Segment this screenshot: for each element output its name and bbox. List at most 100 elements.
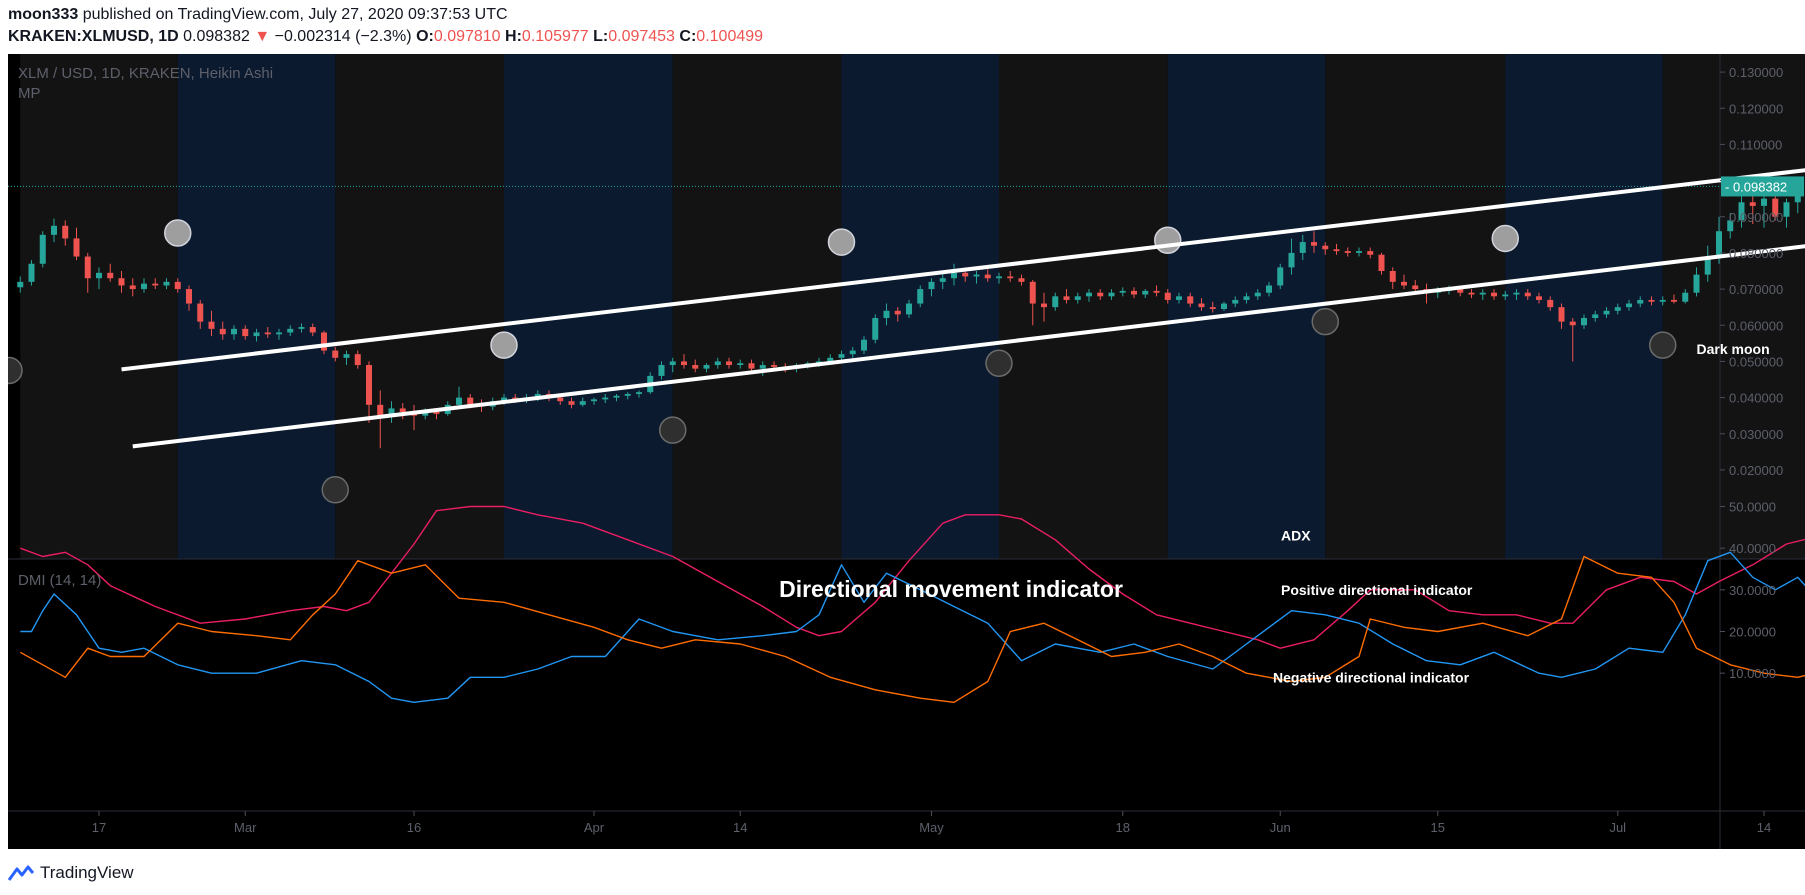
chart-area[interactable]: 0.020000 0.030000 0.040000 0.050000 0.060000… <box>0 54 1805 849</box>
candle-body <box>872 318 879 340</box>
candle-body <box>197 303 204 322</box>
candle <box>1637 296 1644 308</box>
candle-body <box>568 401 575 405</box>
dmi-tick-label: 50.0000 <box>1729 500 1776 515</box>
candle <box>1491 289 1497 300</box>
candle <box>1547 296 1554 311</box>
candle <box>62 220 69 246</box>
dmi-axis[interactable]: 10.0000 20.0000 30.0000 40.0000 50.0000 <box>1720 500 1776 682</box>
candle-body <box>107 272 114 279</box>
channel-line-upper[interactable] <box>121 125 1805 372</box>
candle <box>253 328 260 342</box>
candle <box>1322 242 1329 255</box>
candle-body <box>1502 294 1509 297</box>
candle-body <box>1187 296 1194 304</box>
candle <box>1007 271 1014 282</box>
candle-body <box>1322 245 1329 250</box>
moon-phase-bands <box>20 54 1805 559</box>
candle-body <box>1266 285 1272 293</box>
tradingview-brand[interactable]: TradingView <box>40 863 134 882</box>
price-axis[interactable]: 0.020000 0.030000 0.040000 0.050000 0.060000… <box>1720 65 1804 478</box>
candle-body <box>602 397 609 400</box>
candle <box>39 231 46 268</box>
candle-body <box>298 327 305 329</box>
candle-body <box>1457 289 1464 293</box>
candle-body <box>163 281 170 286</box>
candle-body <box>377 404 384 416</box>
candle-body <box>1682 292 1689 302</box>
tradingview-logo-icon[interactable] <box>8 864 34 882</box>
time-axis[interactable]: 17Mar16Apr14May18Jun15Jul14Aug17Sep14 <box>92 811 1805 835</box>
dmi-lines <box>19 505 1805 703</box>
candle-body <box>366 365 372 405</box>
candle-body <box>1671 299 1677 302</box>
candle <box>658 361 665 380</box>
candle-body <box>1164 292 1171 300</box>
candle <box>681 354 687 369</box>
chart-canvas[interactable]: 0.020000 0.030000 0.040000 0.050000 0.060000… <box>0 54 1805 849</box>
candle-body <box>883 310 890 319</box>
candle-body <box>1491 292 1497 297</box>
candle-body <box>332 350 339 358</box>
candle <box>1682 289 1689 304</box>
candle <box>1311 231 1317 253</box>
candle-body <box>1142 290 1149 295</box>
candle <box>1783 198 1790 228</box>
time-tick-label: Jun <box>1270 820 1291 835</box>
channel-line-lower[interactable] <box>132 199 1805 449</box>
published-text: published on TradingView.com, July 27, 2… <box>82 6 508 23</box>
price-tick-label: 0.030000 <box>1729 427 1783 442</box>
last-price-tag-bg <box>1721 176 1804 197</box>
candle <box>118 271 125 293</box>
candle <box>1108 289 1115 300</box>
candle-body <box>1029 281 1036 304</box>
candle-body <box>1221 303 1227 309</box>
candle <box>219 321 226 340</box>
time-tick-label: 15 <box>1431 820 1445 835</box>
candle-body <box>1232 299 1239 304</box>
candle-body <box>1716 231 1722 257</box>
dmi-annotation-title: Directional movement indicator <box>779 576 1123 602</box>
dmi-tick-label: 30.0000 <box>1729 583 1776 598</box>
moon-band-dark <box>672 54 842 559</box>
candle <box>1209 301 1216 313</box>
candle <box>1367 247 1374 259</box>
candle-body <box>343 354 350 358</box>
candle <box>1018 274 1025 286</box>
candle <box>107 263 114 282</box>
last-price-tag[interactable]: - 0.098382 <box>1721 176 1804 197</box>
dmi-pane-title: DMI (14, 14) <box>18 572 101 589</box>
candle-body <box>1626 303 1632 308</box>
candle <box>861 336 867 355</box>
candle-body <box>1018 278 1025 282</box>
candle-body <box>962 272 969 277</box>
candle-body <box>669 361 676 366</box>
candle <box>984 269 991 282</box>
candle <box>1299 234 1306 261</box>
candle-body <box>399 408 406 413</box>
candle <box>636 390 642 398</box>
moon-new-marker <box>1311 307 1339 336</box>
candle-body <box>984 274 991 279</box>
candle-body <box>1603 310 1610 315</box>
price-tick-label: 0.040000 <box>1729 391 1783 406</box>
candle <box>1704 245 1711 282</box>
moon-band-blue <box>177 54 336 559</box>
candle <box>714 357 721 369</box>
candle <box>1581 314 1587 329</box>
price-tick-label: 0.110000 <box>1729 137 1782 152</box>
last-price: 0.098382 <box>183 28 250 45</box>
candle <box>152 278 159 290</box>
moon-band-dark <box>335 54 504 559</box>
candle-body <box>1254 292 1261 297</box>
candle <box>624 392 631 400</box>
candle <box>1176 292 1182 304</box>
price-pane-subtitle: MP <box>18 85 41 102</box>
author-name[interactable]: moon333 <box>8 6 79 23</box>
moon-band-dark <box>1662 54 1805 559</box>
candle-body <box>388 408 395 416</box>
candle <box>1131 287 1137 299</box>
candle-body <box>917 289 924 304</box>
candle-body <box>759 365 766 369</box>
trend-channel[interactable] <box>121 125 1805 449</box>
